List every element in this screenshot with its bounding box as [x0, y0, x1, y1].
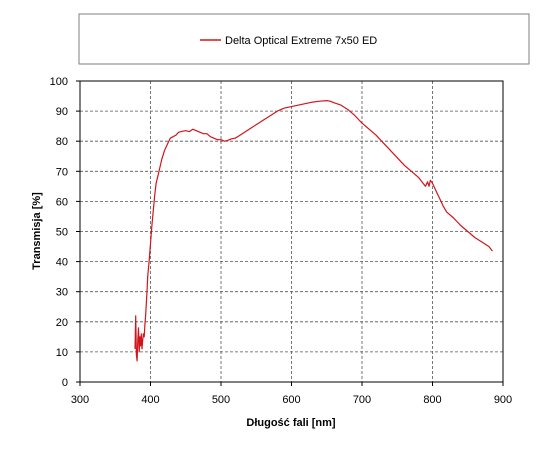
- x-tick-label: 500: [212, 394, 230, 406]
- grid: [80, 81, 503, 382]
- y-tick-label: 100: [50, 76, 68, 88]
- y-tick-label: 30: [56, 287, 68, 299]
- y-tick-label: 50: [56, 227, 68, 239]
- y-tick-label: 70: [56, 166, 68, 178]
- x-tick-label: 600: [282, 394, 300, 406]
- y-tick-label: 80: [56, 136, 68, 148]
- transmission-line: [134, 100, 493, 362]
- x-tick-label: 900: [494, 394, 512, 406]
- x-tick-label: 300: [71, 394, 89, 406]
- legend-label: Delta Optical Extreme 7x50 ED: [225, 35, 377, 47]
- y-tick-label: 0: [62, 377, 68, 389]
- x-tick-label: 400: [141, 394, 159, 406]
- y-axis-title: Transmisja [%]: [31, 192, 43, 270]
- tick-labels: 300 400 500 600 700 800 900 0 10 20 30 40 50 60 70 80 90…: [50, 76, 513, 406]
- y-tick-label: 20: [56, 317, 68, 329]
- y-tick-label: 40: [56, 257, 68, 269]
- y-tick-label: 10: [56, 347, 68, 359]
- x-tick-label: 800: [423, 394, 441, 406]
- x-axis-title: Długość fali [nm]: [246, 417, 336, 429]
- y-tick-label: 60: [56, 196, 68, 208]
- legend-box: [78, 13, 530, 65]
- x-tick-label: 700: [353, 394, 371, 406]
- y-tick-label: 90: [56, 106, 68, 118]
